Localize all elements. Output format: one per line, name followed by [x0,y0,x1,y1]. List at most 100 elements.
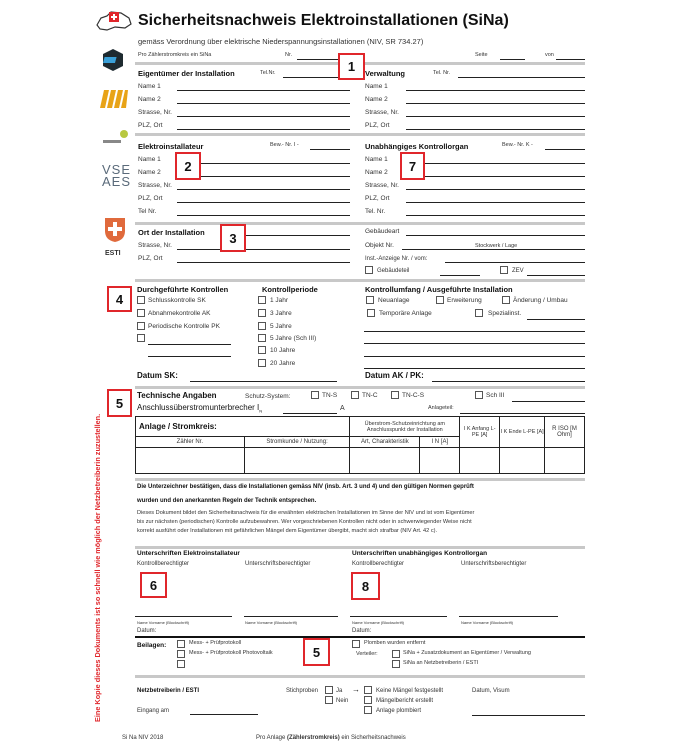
location-plz-field[interactable] [177,262,350,263]
admin-name1-field[interactable] [406,90,585,91]
datum-sk-label: Datum SK: [137,371,178,380]
admin-plz-field[interactable] [406,129,585,130]
art-cell[interactable] [349,447,421,474]
owner-name2-field[interactable] [177,103,350,104]
scope-line-1[interactable] [364,331,585,332]
spezialinst-checkbox[interactable] [475,309,483,317]
period-3-checkbox[interactable] [258,309,266,317]
dist-1-checkbox[interactable] [392,650,400,658]
sig-line-3[interactable] [350,616,447,617]
sig-line-4[interactable] [459,616,558,617]
datum-visum-field[interactable] [472,715,585,716]
zev-field[interactable] [527,275,585,276]
control-plz-field[interactable] [406,202,585,203]
sig-line-1[interactable] [135,616,232,617]
erweiterung-checkbox[interactable] [436,296,444,304]
datum-ak-label: Datum AK / PK: [365,371,424,380]
beilage-3-checkbox[interactable] [177,660,185,668]
ik-anfang-cell[interactable] [459,447,501,474]
breaker-field[interactable] [283,413,337,414]
control-name1-field[interactable] [406,163,585,164]
owner-plz-field[interactable] [177,129,350,130]
zaehler-cell[interactable] [135,447,245,474]
sig-line-2[interactable] [244,616,338,617]
control-tel-field[interactable] [406,215,585,216]
control-body-bew-field[interactable] [545,149,585,150]
location-street-label: Strasse, Nr. [138,242,172,249]
sch3-field[interactable] [512,401,585,402]
scope-line-4[interactable] [364,368,585,369]
eingang-field[interactable] [190,714,258,715]
ja-checkbox[interactable] [325,686,333,694]
sk-checkbox[interactable] [137,296,145,304]
installer-name1-field[interactable] [177,163,350,164]
temporaer-checkbox[interactable] [367,309,375,317]
installer-bew-field[interactable] [310,149,350,150]
control-street-field[interactable] [406,189,585,190]
period-5-sch3-checkbox[interactable] [258,334,266,342]
tn-c-checkbox[interactable] [351,391,359,399]
ik-ende-cell[interactable] [499,447,546,474]
installer-tel-field[interactable] [177,215,350,216]
scope-line-3[interactable] [364,356,585,357]
control-name2-field[interactable] [406,176,585,177]
sealed-checkbox[interactable] [364,706,372,714]
gebaeudeteil-checkbox[interactable] [365,266,373,274]
sch3-checkbox[interactable] [475,391,483,399]
objekt-field[interactable] [402,249,585,250]
gebaeudeteil-label: Gebäudeteil [377,268,410,274]
other-control-field[interactable] [148,344,231,345]
nein-checkbox[interactable] [325,696,333,704]
neuanlage-checkbox[interactable] [366,296,374,304]
umbau-checkbox[interactable] [502,296,510,304]
spezialinst-field[interactable] [527,319,585,320]
von-field[interactable] [556,59,585,60]
tn-s-checkbox[interactable] [311,391,319,399]
period-1-checkbox[interactable] [258,296,266,304]
owner-street-field[interactable] [177,116,350,117]
breaker-text: Anschlussüberstromunterbrecher I [137,403,260,412]
period-5-checkbox[interactable] [258,322,266,330]
other-control-field-2[interactable] [148,356,231,357]
location-street-field[interactable] [177,249,350,250]
tn-c-s-checkbox[interactable] [391,391,399,399]
admin-tel-field[interactable] [458,77,585,78]
beilage-2-checkbox[interactable] [177,650,185,658]
gebaeudeart-field[interactable] [406,235,585,236]
beilage-1-checkbox[interactable] [177,640,185,648]
ik-anfang-header: I K Anfang L-PE [A] [459,416,501,448]
nr-field[interactable] [297,59,342,60]
owner-tel-field[interactable] [283,77,340,78]
gebaeudeteil-field[interactable] [440,275,480,276]
dist-2-checkbox[interactable] [392,660,400,668]
location-name-field[interactable] [225,235,350,236]
ak-checkbox[interactable] [137,309,145,317]
period-20-checkbox[interactable] [258,359,266,367]
stockwerk-label: Stockwerk / Lage [475,243,518,249]
seite-field[interactable] [500,59,525,60]
installer-name2-field[interactable] [177,176,350,177]
admin-street-field[interactable] [406,116,585,117]
inst-anzeige-field[interactable] [445,262,585,263]
datum-sk-field[interactable] [190,381,337,382]
owner-name1-field[interactable] [177,90,350,91]
pk-checkbox[interactable] [137,322,145,330]
installer-plz-field[interactable] [177,202,350,203]
datum-ak-field[interactable] [432,381,585,382]
period-10-checkbox[interactable] [258,346,266,354]
marker-5-attachments: 5 [303,638,330,666]
plomben-checkbox[interactable] [352,640,360,648]
riso-cell[interactable] [544,447,585,474]
admin-name2-field[interactable] [406,103,585,104]
scope-line-2[interactable] [364,343,585,344]
other-control-checkbox[interactable] [137,334,145,342]
stromkunde-cell[interactable] [243,447,351,474]
defect-report-checkbox[interactable] [364,696,372,704]
in-cell[interactable] [419,447,461,474]
anlageteil-field[interactable] [460,413,585,414]
installer-street-field[interactable] [177,189,350,190]
sig-left-heading: Unterschriften Elektroinstallateur [137,550,240,557]
zev-checkbox[interactable] [500,266,508,274]
no-defects-checkbox[interactable] [364,686,372,694]
